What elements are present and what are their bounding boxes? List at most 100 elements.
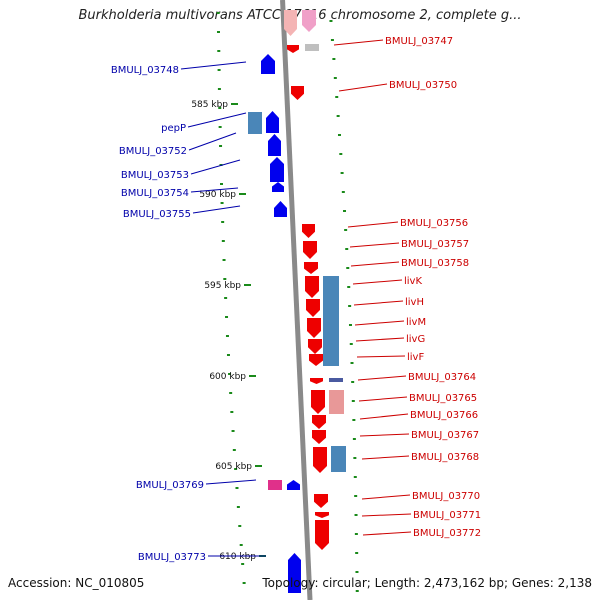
tick-dot	[337, 134, 341, 136]
tick-dot	[329, 20, 333, 22]
gene-label-right[interactable]: livM	[406, 317, 426, 328]
reverse-gene	[284, 10, 297, 36]
reverse-gene	[312, 430, 326, 444]
tick-dot	[217, 69, 221, 71]
gene-label-right[interactable]: BMULJ_03758	[401, 258, 469, 269]
ruler-tick	[249, 375, 256, 377]
tick-dot	[220, 202, 224, 204]
tick-dot	[217, 88, 221, 90]
tick-dot	[355, 590, 359, 592]
tick-dot	[230, 411, 234, 413]
gene-label-right[interactable]: BMULJ_03771	[413, 510, 481, 521]
ruler-tick	[239, 193, 246, 195]
gene-label-right[interactable]: BMULJ_03767	[411, 430, 479, 441]
tick-dot	[224, 297, 228, 299]
tick-dot	[235, 487, 239, 489]
backbone	[280, 0, 313, 600]
reverse-gene	[307, 318, 321, 338]
ruler-label: 610 kbp	[219, 552, 256, 562]
gene-feature	[305, 44, 319, 51]
tick-dot	[221, 221, 225, 223]
gene-label-right[interactable]: BMULJ_03750	[389, 80, 457, 91]
gene-label-left[interactable]: BMULJ_03753	[121, 170, 189, 181]
label-leader	[333, 39, 384, 46]
gene-label-left[interactable]: BMULJ_03754	[121, 188, 189, 199]
tick-dot	[335, 96, 339, 98]
protein-feature	[329, 378, 343, 382]
protein-feature	[329, 390, 344, 414]
gene-label-right[interactable]: livF	[407, 352, 424, 363]
label-leader	[349, 242, 400, 248]
backbone-line	[280, 0, 313, 600]
reverse-gene	[314, 494, 328, 508]
reverse-gene	[305, 276, 319, 298]
label-leader	[352, 279, 403, 285]
protein-feature	[268, 480, 282, 490]
tick-dot	[218, 126, 222, 128]
tick-dot	[216, 12, 220, 14]
tick-dot	[355, 571, 359, 573]
gene-label-left[interactable]: BMULJ_03769	[136, 480, 204, 491]
tick-dot	[330, 39, 334, 41]
label-leader	[357, 375, 407, 381]
gene-label-right[interactable]: livK	[404, 276, 422, 287]
tick-dot	[333, 77, 337, 79]
tick-dot	[242, 582, 246, 584]
gene-label-right[interactable]: BMULJ_03756	[400, 218, 468, 229]
reverse-gene	[315, 520, 329, 550]
tick-dot	[350, 362, 354, 364]
tick-dot	[351, 400, 355, 402]
gene-label-right[interactable]: BMULJ_03747	[385, 36, 453, 47]
ruler-tick	[255, 465, 262, 467]
label-leader	[359, 413, 409, 420]
gene-label-right[interactable]: BMULJ_03770	[412, 491, 480, 502]
gene-label-right[interactable]: BMULJ_03768	[411, 452, 479, 463]
ruler: 585 kbp 590 kbp 595 kbp 600 kbp 605 kbp 610 k…	[191, 100, 266, 562]
ruler-label: 585 kbp	[191, 100, 228, 110]
gene-label-right[interactable]: livG	[406, 334, 425, 345]
forward-gene	[270, 157, 284, 182]
gene-label-right[interactable]: BMULJ_03765	[409, 393, 477, 404]
label-leader	[188, 132, 237, 151]
label-leader	[190, 159, 241, 175]
right-labels: BMULJ_03747 BMULJ_03750 BMULJ_03756 BMULJ_0…	[333, 36, 481, 539]
tick-dot	[217, 50, 221, 52]
tick-dot	[339, 153, 343, 155]
tick-dot	[352, 419, 356, 421]
tick-dot	[349, 343, 353, 345]
tick-dot	[236, 506, 240, 508]
gene-label-right[interactable]: BMULJ_03772	[413, 528, 481, 539]
tick-dot	[344, 229, 348, 231]
gene-label-left[interactable]: BMULJ_03752	[119, 146, 187, 157]
gene-label-left[interactable]: BMULJ_03755	[123, 209, 191, 220]
forward-gene	[288, 553, 301, 593]
forward-gene	[287, 480, 300, 490]
reverse-gene	[306, 299, 320, 317]
tick-dot	[228, 373, 232, 375]
ruler-label: 595 kbp	[204, 281, 241, 291]
map-title: Burkholderia multivorans ATCC 17616 chro…	[78, 8, 522, 23]
gene-label-left[interactable]: pepP	[161, 123, 186, 134]
gene-label-right[interactable]: BMULJ_03764	[408, 372, 476, 383]
gene-label-left[interactable]: BMULJ_03773	[138, 552, 206, 563]
reverse-gene	[312, 415, 326, 429]
tick-dot	[226, 354, 230, 356]
label-leader	[205, 479, 257, 485]
forward-gene	[268, 134, 281, 156]
gene-label-right[interactable]: BMULJ_03757	[401, 239, 469, 250]
tick-dot	[354, 495, 358, 497]
topology-text: Topology: circular; Length: 2,473,162 bp…	[262, 576, 592, 590]
tick-dot	[340, 172, 344, 174]
forward-gene	[266, 111, 279, 133]
tick-dot	[345, 248, 349, 250]
label-leader	[353, 300, 404, 306]
tick-dot	[353, 457, 357, 459]
tick-dot	[232, 449, 236, 451]
protein-feature	[331, 446, 346, 472]
tick-dot	[332, 58, 336, 60]
gene-label-right[interactable]: livH	[405, 297, 424, 308]
gene-label-left[interactable]: BMULJ_03748	[111, 65, 179, 76]
tick-dot	[354, 514, 358, 516]
gene-label-right[interactable]: BMULJ_03766	[410, 410, 478, 421]
